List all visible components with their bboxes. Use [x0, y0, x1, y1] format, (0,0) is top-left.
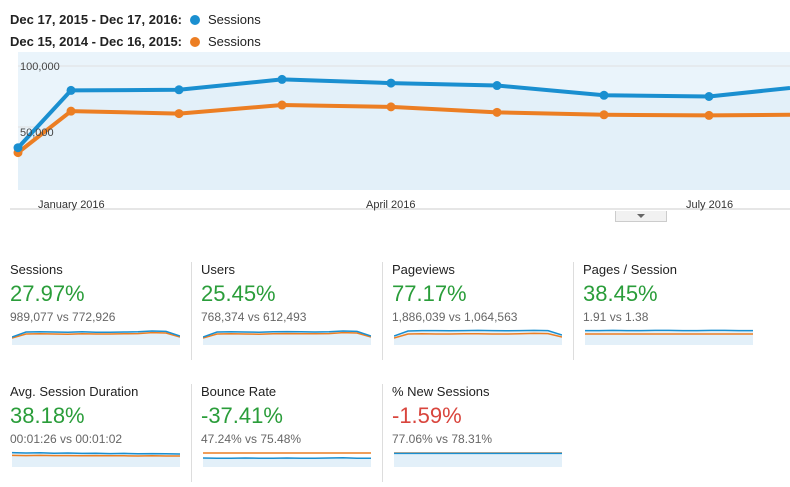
metric-card[interactable]: % New Sessions -1.59% 77.06% vs 78.31%: [392, 384, 564, 482]
point-previous-6[interactable]: [599, 110, 609, 120]
metric-change: 38.18%: [10, 403, 85, 428]
metric-card[interactable]: Bounce Rate -37.41% 47.24% vs 75.48%: [201, 384, 383, 482]
card-divider: [191, 262, 192, 360]
metric-card[interactable]: Users 25.45% 768,374 vs 612,493: [201, 262, 383, 360]
point-current-1[interactable]: [66, 85, 76, 95]
point-current-4[interactable]: [386, 78, 396, 88]
metric-card[interactable]: Avg. Session Duration 38.18% 00:01:26 vs 0…: [10, 384, 192, 482]
x-tick-july-2016: July 2016: [686, 199, 734, 211]
metric-comparison: 1.91 vs 1.38: [583, 310, 649, 324]
legend-range-current: Dec 17, 2015 - Dec 17, 2016:: [10, 12, 183, 27]
metric-sparkline: [394, 329, 562, 345]
metric-change: 27.97%: [10, 281, 85, 306]
metric-label: Pageviews: [392, 262, 455, 277]
metric-comparison: 989,077 vs 772,926: [10, 310, 116, 324]
metric-change: -37.41%: [201, 403, 283, 428]
metric-sparkline: [203, 330, 371, 345]
chart-collapse-button[interactable]: [615, 211, 667, 222]
metric-sparkline: [12, 451, 180, 467]
point-previous-4[interactable]: [386, 102, 396, 112]
sparkline-previous: [12, 331, 180, 339]
point-previous-7[interactable]: [704, 110, 714, 120]
sparkline-current: [203, 330, 371, 338]
metric-card[interactable]: Pageviews 77.17% 1,886,039 vs 1,064,563: [392, 262, 574, 360]
metric-change: 38.45%: [583, 281, 658, 306]
card-divider: [191, 384, 192, 482]
point-current-2[interactable]: [174, 85, 184, 95]
metric-comparison: 1,886,039 vs 1,064,563: [392, 310, 518, 324]
point-current-6[interactable]: [599, 90, 609, 100]
sparkline-area: [203, 457, 371, 467]
metric-label: Sessions: [10, 262, 63, 277]
sparkline-current: [394, 329, 562, 337]
metric-label: Avg. Session Duration: [10, 384, 139, 399]
sessions-line-chart[interactable]: [0, 52, 790, 212]
metric-sparkline: [12, 330, 180, 345]
sparkline-area: [394, 453, 562, 467]
metric-label: Users: [201, 262, 235, 277]
legend-series-previous: Sessions: [208, 34, 261, 49]
metric-change: 77.17%: [392, 281, 467, 306]
chevron-down-icon: [637, 214, 645, 218]
legend-range-previous: Dec 15, 2014 - Dec 16, 2015:: [10, 34, 183, 49]
metric-comparison: 768,374 vs 612,493: [201, 310, 307, 324]
legend-dot-orange-icon: [190, 36, 201, 47]
point-previous-2[interactable]: [174, 109, 184, 119]
point-current-5[interactable]: [492, 81, 502, 91]
legend-dot-blue-icon: [190, 14, 201, 25]
series-area-current: [18, 79, 790, 190]
point-previous-1[interactable]: [66, 106, 76, 116]
y-tick-100000: 100,000: [20, 61, 60, 73]
sparkline-area: [585, 330, 753, 345]
metric-card[interactable]: Sessions 27.97% 989,077 vs 772,926: [10, 262, 192, 360]
metric-comparison: 77.06% vs 78.31%: [392, 432, 493, 446]
metric-card[interactable]: Pages / Session 38.45% 1.91 vs 1.38: [583, 262, 755, 360]
metric-comparison: 47.24% vs 75.48%: [201, 432, 302, 446]
metric-change: -1.59%: [392, 403, 462, 428]
metric-sparkline: [203, 452, 371, 467]
metric-label: Bounce Rate: [201, 384, 277, 399]
sparkline-previous: [394, 332, 562, 339]
metric-comparison: 00:01:26 vs 00:01:02: [10, 432, 123, 446]
point-current-0[interactable]: [13, 143, 23, 153]
point-current-7[interactable]: [704, 92, 714, 101]
legend-previous-period: Dec 15, 2014 - Dec 16, 2015: Sessions: [10, 34, 261, 49]
sparkline-area: [394, 330, 562, 345]
card-divider: [382, 262, 383, 360]
y-tick-50000: 50,000: [20, 127, 54, 139]
point-current-3[interactable]: [277, 74, 287, 84]
sparkline-current: [12, 330, 180, 338]
point-previous-5[interactable]: [492, 107, 502, 117]
sparkline-previous: [203, 331, 371, 339]
x-tick-january-2016: January 2016: [38, 199, 105, 211]
sparkline-current: [12, 451, 180, 455]
legend-series-current: Sessions: [208, 12, 261, 27]
metric-sparkline: [585, 329, 753, 345]
metric-label: Pages / Session: [583, 262, 677, 277]
metric-sparkline: [394, 452, 562, 467]
metric-change: 25.45%: [201, 281, 276, 306]
card-divider: [573, 262, 574, 360]
card-divider: [382, 384, 383, 482]
point-previous-3[interactable]: [277, 100, 287, 110]
metric-label: % New Sessions: [392, 384, 490, 399]
x-tick-april-2016: April 2016: [366, 199, 416, 211]
sparkline-previous: [12, 454, 180, 457]
legend-current-period: Dec 17, 2015 - Dec 17, 2016: Sessions: [10, 12, 261, 27]
